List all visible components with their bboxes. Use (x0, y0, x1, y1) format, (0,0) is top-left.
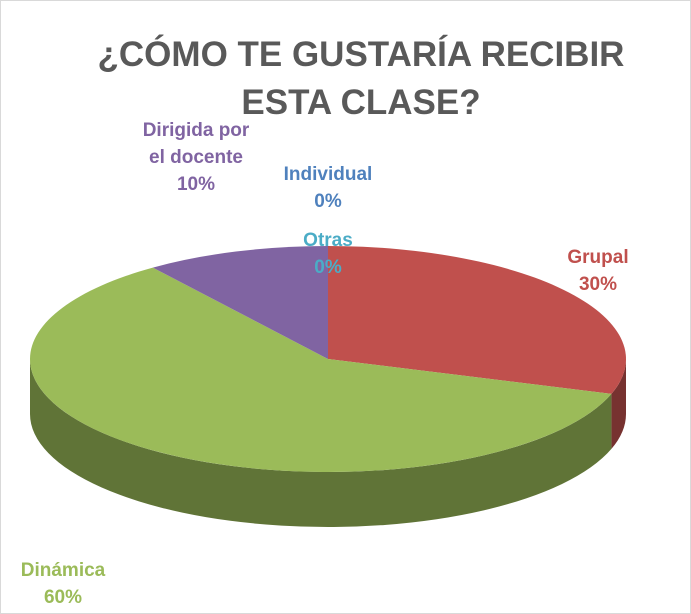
slice-side (611, 359, 626, 449)
value-label: 30% (578, 274, 618, 295)
data-label: Dinámica 60% (1, 557, 128, 611)
value-label: 60% (43, 587, 83, 608)
data-label: Grupal 30% (543, 244, 653, 298)
value-label: 10% (176, 174, 216, 195)
chart-title: ¿CÓMO TE GUSTARÍA RECIBIR ESTA CLASE? (97, 35, 625, 122)
pie-slice (152, 246, 328, 359)
data-label: Otras 0% (273, 227, 383, 281)
slice-side (30, 359, 612, 528)
value-label: 0% (314, 257, 342, 278)
pie-slice (328, 246, 627, 394)
data-label: Dirigida por el docente 10% (136, 117, 256, 198)
category-label: Dirigida por el docente (142, 120, 250, 168)
data-label: Individual 0% (263, 161, 393, 215)
category-label: Individual (283, 164, 373, 185)
category-label: Otras (303, 230, 353, 251)
value-label: 0% (314, 191, 342, 212)
category-label: Grupal (567, 247, 629, 268)
pie-slice (30, 267, 612, 472)
category-label: Dinámica (20, 560, 106, 581)
